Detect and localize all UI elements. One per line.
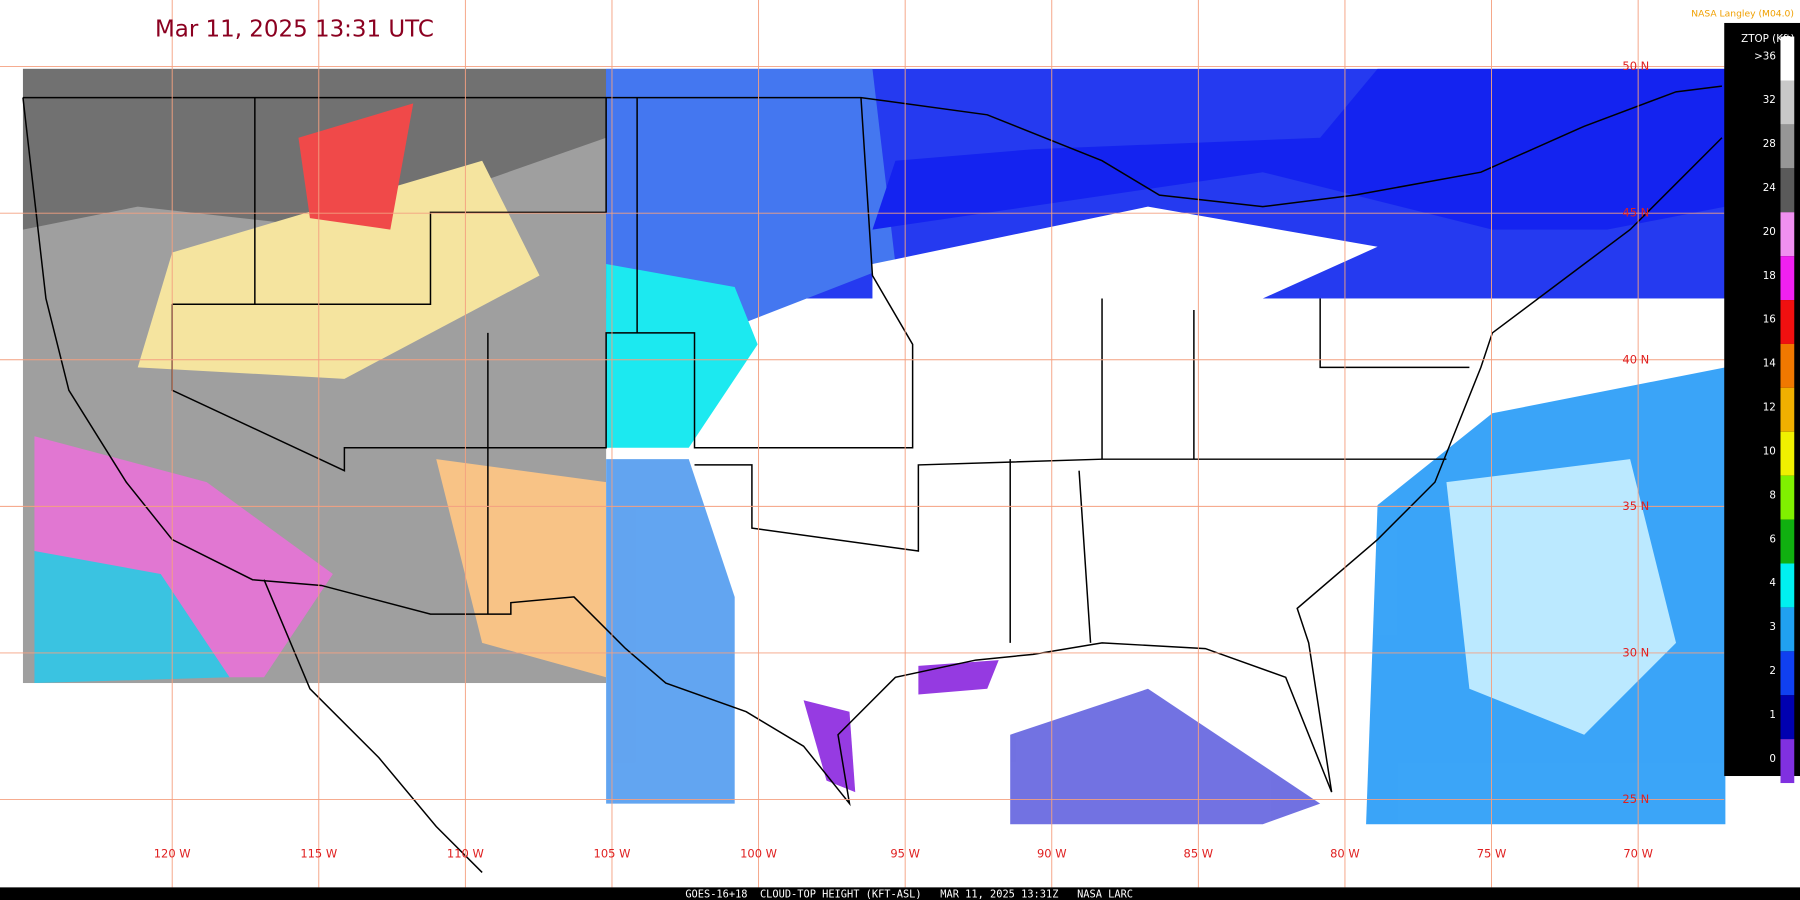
legend-label: 4: [1769, 577, 1776, 589]
longitude-label: 80 W: [1330, 847, 1360, 861]
cloud-gulf: [1010, 688, 1321, 825]
legend-swatch: [1780, 168, 1795, 213]
longitude-label: 70 W: [1623, 847, 1653, 861]
latitude-label: 50 N: [1622, 59, 1649, 73]
legend-label: 20: [1763, 226, 1776, 238]
timestamp: Mar 11, 2025 13:31 UTC: [155, 16, 434, 42]
legend-label: 3: [1769, 621, 1776, 633]
legend-label: 10: [1763, 445, 1776, 457]
cloud-high: [436, 459, 607, 678]
state-line: [171, 97, 914, 472]
legend-label: >36: [1754, 50, 1776, 62]
cloud-atlantic: [1446, 459, 1677, 735]
cloud-north: [872, 68, 1726, 230]
cloud-north: [606, 68, 896, 345]
cloud-low: [606, 264, 758, 448]
legend-label: 0: [1769, 753, 1776, 765]
footer-bar: [0, 887, 1800, 900]
legend-swatch: [1780, 36, 1795, 81]
footer-text: GOES-16+18 CLOUD-TOP HEIGHT (KFT-ASL) MA…: [685, 888, 1133, 900]
cloud-south: [606, 459, 735, 804]
cloud-high: [298, 103, 414, 230]
latitude-label: 30 N: [1622, 645, 1649, 659]
legend-swatch: [1780, 343, 1795, 388]
credit: NASA Langley (M04.0): [1691, 8, 1794, 19]
longitude-label: 85 W: [1184, 847, 1214, 861]
legend-swatch: [1780, 651, 1795, 696]
legend-label: 2: [1769, 665, 1776, 677]
legend-swatch: [1780, 607, 1795, 652]
longitude-label: 120 W: [154, 847, 191, 861]
cloud-layer: [22, 68, 1726, 825]
longitude-label: 115 W: [300, 847, 337, 861]
legend-swatch: [1780, 739, 1795, 784]
longitude-label: 110 W: [447, 847, 484, 861]
legend-swatch: [1780, 519, 1795, 564]
legend-title: ZTOP (Kft): [1741, 33, 1794, 45]
latitude-label: 25 N: [1622, 792, 1649, 806]
longitude-label: 105 W: [594, 847, 631, 861]
legend-swatch: [1780, 563, 1795, 608]
legend-label: 24: [1763, 182, 1776, 194]
cloud-low: [34, 551, 230, 684]
latitude-label: 35 N: [1622, 499, 1649, 513]
legend-label: 28: [1763, 138, 1776, 150]
legend-label: 8: [1769, 489, 1776, 501]
legend-label: 6: [1769, 533, 1776, 545]
latitude-label: 40 N: [1622, 352, 1649, 366]
legend-label: 16: [1763, 314, 1776, 326]
coastline: [263, 579, 483, 873]
legend-swatch: [1780, 80, 1795, 125]
legend-swatch: [1780, 124, 1795, 169]
latitude-label: 45 N: [1622, 206, 1649, 220]
legend-label: 14: [1763, 358, 1776, 370]
legend-label: 1: [1769, 709, 1776, 721]
cloud-gulf: [803, 700, 856, 793]
border: [22, 85, 1723, 208]
state-line: [1009, 298, 1470, 643]
legend-label: 32: [1763, 94, 1776, 106]
legend-swatch: [1780, 475, 1795, 520]
cloud-high: [137, 160, 540, 379]
longitude-label: 100 W: [740, 847, 777, 861]
legend-label: 18: [1763, 270, 1776, 282]
legend-swatch: [1780, 300, 1795, 344]
legend-swatch: [1780, 212, 1795, 257]
coastline: [22, 97, 1723, 807]
longitude-label: 90 W: [1037, 847, 1067, 861]
legend-swatch: [1780, 695, 1795, 740]
clear-sky: [872, 206, 1378, 316]
legend-swatch: [1780, 256, 1795, 301]
boundaries: [22, 85, 1723, 873]
longitude-label: 95 W: [890, 847, 920, 861]
graticule: 120 W 115 W 110 W 105 W 100 W 95 W 90 W 85 W 80 …: [0, 0, 1725, 888]
state-line: [172, 97, 1447, 615]
legend-label: 12: [1763, 402, 1776, 414]
legend-swatch: [1780, 431, 1795, 476]
longitude-label: 75 W: [1477, 847, 1507, 861]
legend-swatch: [1780, 387, 1795, 432]
